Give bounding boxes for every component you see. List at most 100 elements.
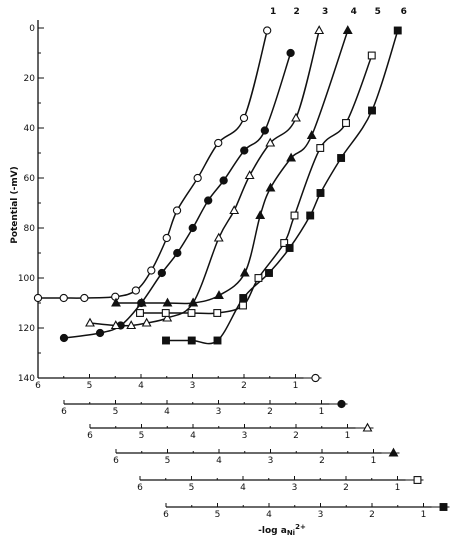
x-tick-label: 1 (371, 456, 377, 466)
series-label-2: 2 (293, 7, 299, 17)
axis-key-marker-2 (337, 399, 346, 409)
x-tick-label: 6 (35, 381, 41, 391)
series-label-4: 4 (351, 7, 357, 17)
data-point-3 (244, 170, 255, 180)
data-point-4 (162, 297, 173, 307)
series-curve-6 (165, 30, 399, 345)
y-tick-label: 80 (24, 224, 36, 234)
x-tick-label: 3 (292, 483, 298, 493)
data-point-2 (240, 146, 249, 155)
series-label-6: 6 (401, 7, 407, 17)
data-point-6 (285, 244, 294, 252)
data-point-4 (188, 297, 199, 307)
data-point-1 (239, 113, 249, 123)
x-tick-label: 1 (421, 510, 427, 520)
x-tick-label: 4 (190, 431, 196, 441)
series-label-3: 3 (322, 7, 328, 17)
x-axis-title: -log aNi2+ (258, 523, 306, 537)
y-tick-label: 120 (18, 324, 35, 334)
data-point-6 (239, 294, 248, 302)
series-labels: 1 2 3 4 5 6 (270, 7, 407, 17)
x-tick-label: 5 (113, 407, 119, 417)
data-point-6 (213, 336, 222, 345)
data-point-3 (141, 317, 152, 327)
y-tick-label: 100 (18, 274, 35, 284)
data-point-4 (255, 210, 266, 220)
data-point-1 (263, 26, 272, 35)
x-axis-title-sub: Ni (287, 529, 295, 537)
data-point-3 (162, 312, 173, 322)
series-label-5: 5 (375, 7, 381, 17)
x-tick-label: 1 (345, 431, 351, 441)
x-tick-label: 6 (163, 510, 169, 520)
x-tick-label: 6 (113, 456, 119, 466)
x-tick-label: 4 (216, 456, 222, 466)
axis-key-marker-1 (311, 373, 320, 383)
data-point-4 (214, 290, 224, 300)
y-axis: 0 20 40 60 80 100 120 140 (18, 20, 44, 384)
series-label-1: 1 (270, 7, 276, 17)
x-tick-label: 3 (242, 431, 248, 441)
data-point-1 (147, 266, 156, 275)
data-point-6 (306, 211, 315, 220)
x-tick-label: 3 (190, 381, 196, 391)
x-axis-title-sup: 2+ (295, 523, 306, 531)
y-tick-label: 60 (24, 174, 36, 184)
data-point-1 (59, 293, 68, 303)
data-point-3 (126, 320, 137, 330)
data-point-6 (162, 336, 170, 345)
x-tick-label: 1 (319, 407, 325, 417)
axis-key-marker-4 (388, 447, 399, 457)
data-point-5 (254, 274, 263, 282)
data-point-5 (187, 309, 196, 317)
data-point-3 (213, 232, 224, 242)
data-point-1 (33, 293, 43, 303)
data-point-1 (162, 233, 171, 243)
data-point-4 (342, 25, 353, 35)
series-points (33, 25, 402, 345)
x-tick-label: 3 (268, 456, 274, 466)
data-point-3 (229, 205, 240, 215)
x-tick-label: 2 (241, 381, 247, 391)
x-tick-label: 4 (138, 381, 144, 391)
x-tick-label: 2 (319, 456, 325, 466)
data-point-4 (111, 297, 121, 307)
x-tick-label: 3 (216, 407, 222, 417)
x-tick-label: 4 (266, 510, 272, 520)
x-tick-label: 5 (87, 381, 93, 391)
x-tick-label: 2 (267, 407, 273, 417)
x-tick-label: 3 (318, 510, 324, 520)
data-point-1 (80, 293, 89, 303)
data-point-2 (95, 328, 105, 338)
data-point-3 (314, 25, 325, 35)
x-axis-title-main: -log a (258, 526, 287, 536)
data-point-2 (188, 223, 197, 233)
data-point-6 (187, 336, 196, 345)
data-point-6 (265, 269, 273, 277)
x-tick-label: 1 (293, 381, 299, 391)
y-tick-label: 40 (24, 124, 36, 134)
y-tick-label: 140 (18, 374, 35, 384)
data-point-2 (286, 48, 295, 58)
data-point-4 (286, 152, 297, 162)
x-tick-label: 6 (87, 431, 93, 441)
data-point-6 (393, 26, 402, 35)
data-point-4 (136, 297, 147, 307)
y-axis-title: Potential (-mV) (10, 166, 20, 244)
data-point-1 (131, 286, 140, 295)
x-tick-label: 5 (139, 431, 145, 441)
data-point-5 (136, 309, 144, 317)
data-point-2 (173, 248, 182, 258)
data-point-5 (290, 211, 299, 220)
data-point-3 (85, 317, 95, 327)
axis-key-marker-3 (362, 422, 373, 432)
axis-key-marker-6 (439, 503, 448, 511)
data-point-5 (316, 144, 325, 152)
data-point-3 (291, 112, 301, 122)
data-point-6 (337, 154, 346, 162)
data-point-5 (367, 51, 376, 60)
y-tick-label: 0 (29, 24, 35, 34)
data-point-1 (214, 138, 223, 148)
